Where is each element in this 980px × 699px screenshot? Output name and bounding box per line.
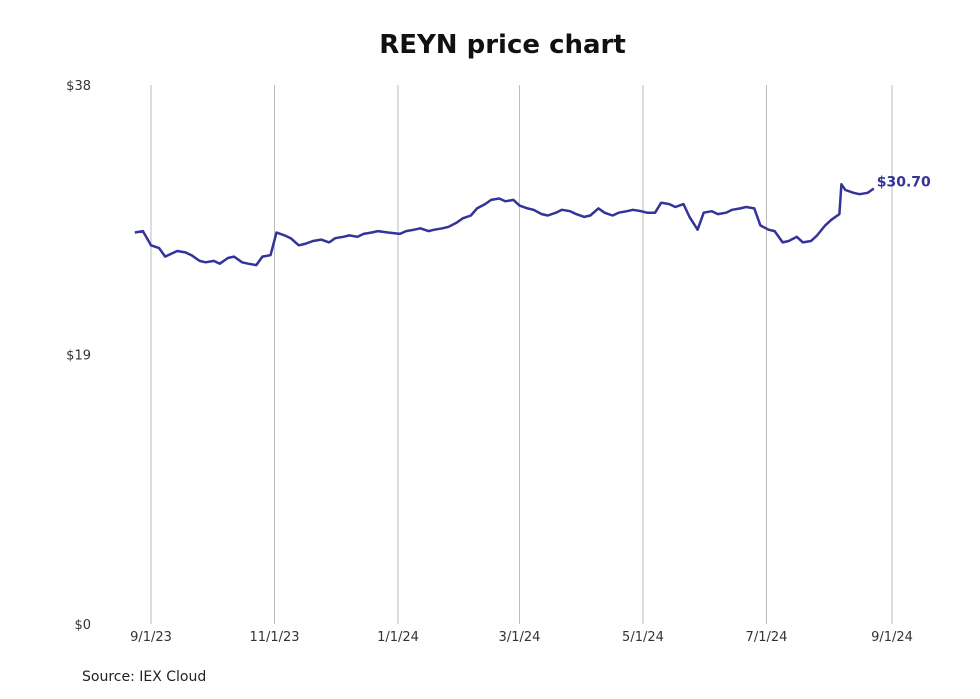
y-tick-label: $0	[74, 618, 91, 633]
x-tick-label: 3/1/24	[499, 630, 541, 645]
y-axis-labels: $0 $19 $38	[66, 79, 91, 633]
x-axis-labels: 9/1/23 11/1/23 1/1/24 3/1/24 5/1/24 7/1/24 9/1…	[130, 630, 913, 645]
price-line	[134, 183, 875, 267]
y-tick-label: $38	[66, 79, 91, 94]
gridlines	[150, 85, 893, 624]
y-tick-label: $19	[66, 349, 91, 364]
x-tick-label: 1/1/24	[377, 630, 419, 645]
x-tick-label: 5/1/24	[622, 630, 664, 645]
series-layer	[134, 183, 875, 267]
last-price-label: $30.70	[877, 175, 931, 191]
x-tick-label: 9/1/24	[871, 630, 913, 645]
annotation-layer: $30.70	[877, 175, 931, 191]
chart-title: REYN price chart	[379, 30, 626, 60]
x-tick-label: 11/1/23	[249, 630, 299, 645]
source-note: Source: IEX Cloud	[82, 669, 207, 685]
x-tick-label: 9/1/23	[130, 630, 172, 645]
x-tick-label: 7/1/24	[746, 630, 788, 645]
